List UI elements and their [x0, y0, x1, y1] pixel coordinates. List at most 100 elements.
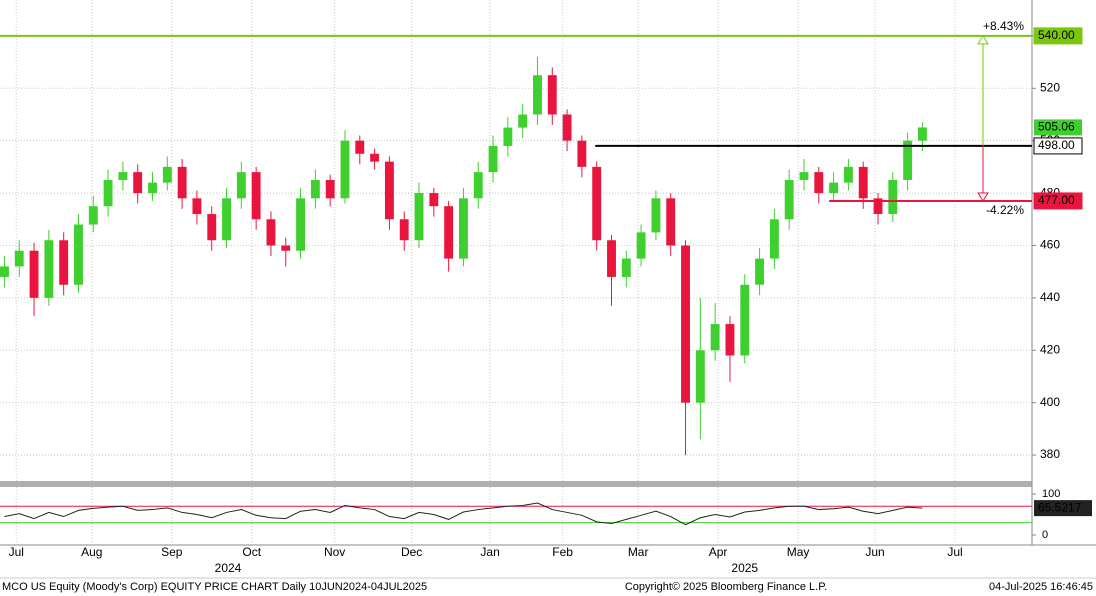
x-tick-label: Jan: [480, 545, 499, 559]
candle-body: [607, 240, 616, 277]
candle-body: [843, 166, 853, 183]
candle-body: [222, 198, 231, 241]
x-tick-label: May: [787, 545, 810, 559]
candle-body: [725, 324, 735, 356]
candle-body: [769, 219, 779, 259]
candle-body: [799, 172, 809, 180]
year-label: 2024: [215, 561, 242, 575]
x-tick-label: Nov: [324, 545, 345, 559]
candle-body: [547, 75, 557, 115]
candle-body: [118, 172, 128, 180]
candle-body: [784, 179, 794, 220]
footer-left: MCO US Equity (Moody's Corp) EQUITY PRIC…: [2, 581, 427, 593]
change-label: -4.22%: [986, 203, 1024, 217]
candle-body: [518, 114, 528, 128]
candle-body: [266, 219, 276, 246]
candle-body: [281, 245, 291, 251]
candle-body: [562, 114, 572, 141]
candle-body: [488, 145, 498, 173]
candle-body: [429, 193, 439, 207]
candle-body: [695, 350, 705, 403]
candle-body: [103, 179, 113, 207]
candle-body: [473, 172, 483, 199]
y-tick-label: 460: [1040, 238, 1060, 252]
candle-body: [162, 166, 172, 183]
year-label: 2025: [731, 561, 758, 575]
level-label: 477.00: [1038, 193, 1075, 207]
candle-body: [829, 182, 839, 194]
x-tick-label: Jul: [9, 545, 24, 559]
candle-body: [903, 140, 913, 180]
x-tick-label: Apr: [709, 545, 728, 559]
candle-body: [59, 240, 69, 285]
candle-body: [370, 153, 380, 162]
level-box: [1033, 137, 1083, 155]
candle-body: [325, 179, 335, 199]
candle-body: [651, 198, 661, 233]
arrow-head: [977, 192, 989, 202]
candle-body: [236, 172, 246, 199]
y-tick-label: 420: [1040, 342, 1060, 356]
candle-body: [192, 198, 202, 215]
rsi-tick-label: 100: [1042, 488, 1060, 500]
footer-right: 04-Jul-2025 16:46:45: [989, 581, 1093, 593]
rsi-last-label: 65.5217: [1038, 500, 1082, 514]
candle-body: [251, 172, 261, 220]
candle-body: [29, 250, 39, 298]
x-tick-label: Oct: [242, 545, 261, 559]
x-tick-label: Mar: [628, 545, 649, 559]
candle-body: [858, 166, 868, 199]
candle-body: [133, 172, 143, 194]
candle-body: [710, 324, 720, 351]
candle-body: [621, 258, 631, 277]
candle-body: [577, 140, 587, 167]
level-label: 498.00: [1038, 138, 1075, 152]
candle-body: [458, 198, 468, 259]
x-tick-label: Feb: [552, 545, 573, 559]
arrow-head: [977, 34, 989, 45]
candle-body: [917, 127, 927, 141]
level-label: 540.00: [1038, 28, 1075, 42]
candle-body: [399, 219, 409, 241]
candle-body: [207, 214, 217, 241]
candle-body: [636, 232, 646, 259]
x-tick-label: Aug: [81, 545, 102, 559]
candle-body: [814, 172, 824, 194]
candle-body: [340, 140, 350, 199]
candle-body: [414, 193, 424, 241]
candle-body: [177, 166, 187, 199]
candle-body: [740, 284, 750, 356]
candle-body: [888, 179, 898, 215]
candle-body: [148, 182, 157, 194]
candle-body: [681, 245, 690, 403]
candle-body: [310, 179, 320, 199]
y-tick-label: 400: [1040, 395, 1060, 409]
candle-body: [755, 258, 765, 285]
candle-body: [873, 198, 883, 215]
x-tick-label: Jul: [947, 545, 962, 559]
x-tick-label: Dec: [401, 545, 422, 559]
rsi-last-box: [1034, 500, 1092, 517]
footer-center: Copyright© 2025 Bloomberg Finance L.P.: [625, 581, 827, 593]
x-tick-label: Jun: [865, 545, 884, 559]
y-tick-label: 440: [1040, 290, 1060, 304]
candle-body: [355, 140, 365, 154]
candle-body: [666, 198, 676, 246]
y-tick-label: 520: [1040, 80, 1060, 94]
candle-body: [533, 75, 542, 115]
candle-body: [296, 198, 306, 251]
candle-body: [44, 240, 54, 298]
candle-body: [0, 266, 9, 277]
panel-divider: [0, 481, 1032, 487]
rsi-line: [4, 502, 923, 526]
candle-body: [503, 127, 513, 146]
last-price-box: [1034, 119, 1082, 136]
level-box: [1033, 27, 1083, 45]
candle-body: [74, 224, 83, 285]
candle-body: [14, 250, 24, 267]
candle-body: [592, 166, 602, 241]
change-label: +8.43%: [983, 19, 1024, 33]
x-tick-label: Sep: [161, 545, 183, 559]
candle-body: [88, 206, 98, 225]
